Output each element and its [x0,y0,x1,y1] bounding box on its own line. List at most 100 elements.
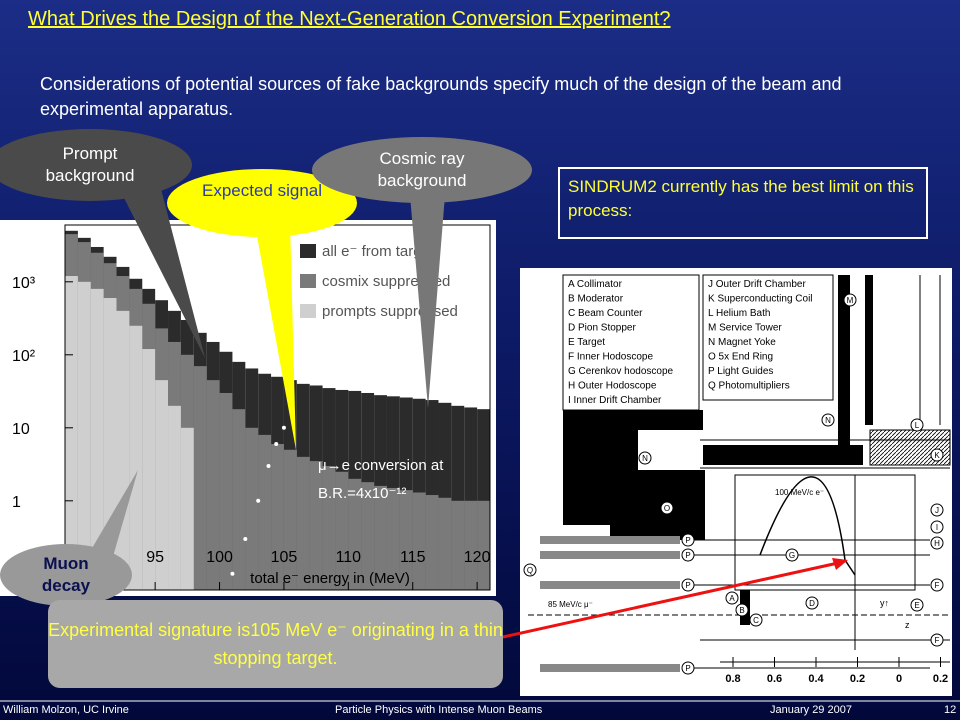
part-marker [681,578,695,592]
legend-entry: O 5x End Ring [708,352,773,363]
signal-dot [256,498,261,503]
part-marker [523,563,537,577]
signature-arrowhead [832,558,848,570]
part-letter: O [664,504,670,513]
part-marker [930,503,944,517]
x-tick-label: 120 [464,549,491,566]
legend-entry: I Inner Drift Chamber [568,395,662,406]
scale-label: 0.8 [725,673,740,685]
histogram-bar [386,487,400,590]
histogram-bar [477,500,490,590]
cosmic-label: Cosmic ray background [377,149,467,190]
part-letter: F [935,581,940,590]
part-marker [843,293,857,307]
part-letter: P [685,581,690,590]
cosmic-pointer [410,195,445,408]
histogram-bar [464,500,478,590]
histogram-bar [296,456,310,590]
legend-label: all e⁻ from target [322,243,435,260]
part-marker [735,603,749,617]
histogram-bar [232,409,246,590]
scale-label: 0 [896,673,902,685]
legend-box [702,274,834,401]
legend-entry: G Cerenkov hodoscope [568,366,674,377]
histogram-bar [322,465,336,590]
part-letter: P [685,551,690,560]
part-letter: E [914,601,919,610]
histogram-bar [309,461,323,590]
light-guide [540,581,680,589]
signature-note: Experimental signature is105 MeV e⁻ orig… [48,600,503,688]
legend-entry: B Moderator [568,294,624,305]
part-marker [930,633,944,647]
part-letter: G [789,551,795,560]
coil-column [838,275,850,445]
part-marker [930,536,944,550]
signal-dot [266,463,271,468]
histogram-bar [425,495,439,590]
footer-page: 12 [944,704,957,716]
histogram-bar [348,478,362,590]
histogram-bar [335,471,349,590]
signal-dot [243,536,248,541]
end-ring [610,470,705,540]
histogram-bar [258,434,272,590]
histogram-bar [399,490,413,590]
muon-bubble [0,544,132,606]
muon-label: 85 MeV/c μ⁻ [548,600,593,609]
part-letter: P [685,536,690,545]
legend-entry: M Service Tower [708,323,782,334]
legend-entry: L Helium Bath [708,308,770,319]
prompt-bubble [0,129,192,201]
cosmic-bubble [312,137,532,203]
part-letter: N [642,454,648,463]
part-letter: N [825,416,831,425]
muon-label: Muon decay [41,554,91,595]
y-tick-label: 10³ [12,275,36,292]
x-tick-label: 100 [206,549,233,566]
histogram-bar [155,380,169,590]
annotation: B.R.=4x10⁻¹² [318,485,406,502]
light-guide [540,551,680,559]
legend-swatch [300,274,316,288]
legend-entry: F Inner Hodoscope [568,352,653,363]
detector-drawing: A Collimator B Moderator C Beam Counter D P… [523,274,951,685]
part-marker [681,533,695,547]
intro-text: Considerations of potential sources of f… [40,74,842,119]
light-guide [540,536,680,544]
histogram-bar [180,427,194,590]
legend-swatch [300,304,316,318]
part-letter: P [685,664,690,673]
part-marker [725,591,739,605]
part-letter: D [809,599,815,608]
signal-dot [281,425,286,430]
histogram-bar [361,482,375,590]
footer-talk: Particle Physics with Intense Muon Beams [335,704,543,716]
legend-entry: Q Photomultipliers [708,381,790,392]
y-tick-label: 1 [12,494,21,511]
histogram-bar [283,449,297,590]
scale-label: 0.2 [933,673,948,685]
coil [703,445,863,465]
part-letter: J [935,506,939,515]
legend-entry: D Pion Stopper [568,323,636,334]
y-tick-label: 10² [12,348,36,365]
signal-bubble [167,169,357,237]
legend-entry: A Collimator [568,279,623,290]
part-marker [910,598,924,612]
slide-title: What Drives the Design of the Next-Gener… [28,8,671,30]
part-letter: B [739,606,744,615]
part-marker [930,578,944,592]
legend-box [562,274,700,411]
signal-pointer [255,222,296,450]
scale-label: 0.2 [850,673,865,685]
legend-swatch [300,244,316,258]
x-tick-label: 110 [336,549,362,566]
part-letter: H [934,539,940,548]
electron-track [759,476,856,576]
annotation: μ→e conversion at [318,457,444,474]
signal-label: Expected signal [201,181,323,200]
histogram-bar [65,276,78,590]
drift-chamber [734,474,916,591]
histogram-bar [168,405,181,590]
